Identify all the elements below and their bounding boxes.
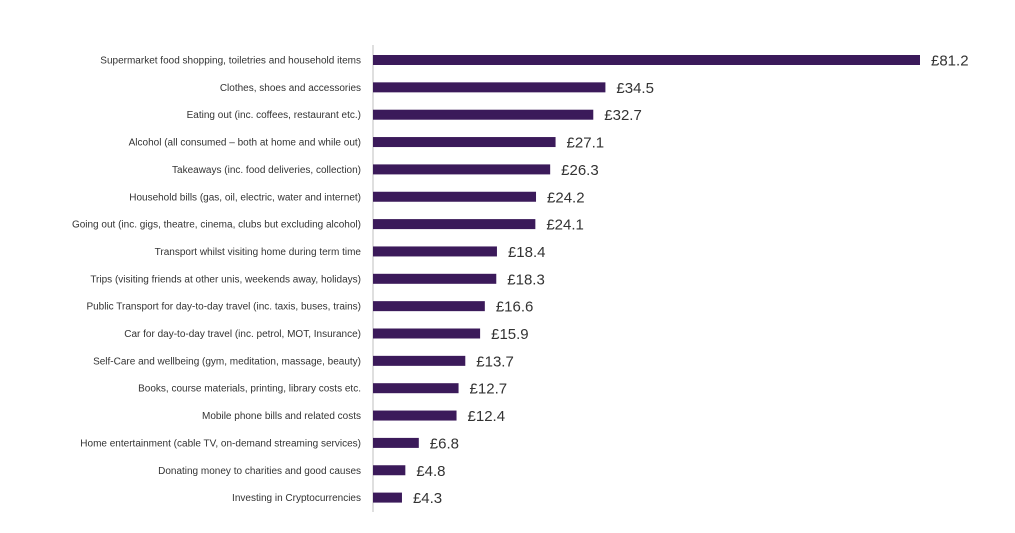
bar — [373, 137, 556, 148]
category-label: Clothes, shoes and accessories — [220, 83, 361, 94]
category-label: Supermarket food shopping, toiletries an… — [100, 56, 361, 67]
data-label: £16.6 — [496, 299, 534, 316]
category-label: Alcohol (all consumed – both at home and… — [129, 138, 361, 149]
bar — [373, 164, 551, 175]
bar — [373, 55, 920, 65]
bar — [373, 219, 536, 230]
bar — [373, 301, 485, 312]
category-label: Donating money to charities and good cau… — [158, 466, 361, 477]
data-label: £81.2 — [931, 53, 969, 70]
category-label: Self-Care and wellbeing (gym, meditation… — [93, 356, 361, 367]
bar — [373, 437, 419, 448]
data-label: £12.7 — [470, 381, 508, 398]
bar-group — [373, 55, 920, 503]
category-label: Mobile phone bills and related costs — [202, 411, 361, 422]
bar — [373, 82, 606, 93]
category-label: Investing in Cryptocurrencies — [232, 493, 361, 504]
data-label: £15.9 — [491, 326, 529, 343]
data-label: £26.3 — [561, 162, 599, 179]
category-label: Household bills (gas, oil, electric, wat… — [129, 192, 361, 203]
category-label: Trips (visiting friends at other unis, w… — [90, 274, 361, 285]
value-label-group: £81.2 £34.5 £32.7 £27.1 £26.3 £24.2 £24.1£18.4… — [413, 53, 969, 508]
data-label: £6.8 — [430, 435, 459, 452]
bar — [373, 465, 406, 476]
data-label: £27.1 — [567, 135, 605, 152]
category-label: Transport whilst visiting home during te… — [155, 247, 362, 258]
category-label: Home entertainment (cable TV, on-demand … — [80, 438, 361, 449]
data-label: £13.7 — [476, 353, 514, 370]
data-label: £24.2 — [547, 189, 585, 206]
data-label: £34.5 — [616, 80, 654, 97]
data-label: £4.3 — [413, 490, 442, 507]
bar — [373, 273, 497, 284]
category-label-group: Supermarket food shopping, toiletries an… — [72, 56, 361, 505]
bar — [373, 355, 466, 366]
bar — [373, 328, 481, 339]
bar — [373, 492, 402, 503]
category-label: Eating out (inc. coffees, restaurant etc… — [187, 110, 361, 121]
data-label: £32.7 — [604, 107, 642, 124]
category-label: Car for day-to-day travel (inc. petrol, … — [124, 329, 361, 340]
data-label: £24.1 — [546, 217, 584, 234]
category-label: Books, course materials, printing, libra… — [138, 384, 361, 395]
bar — [373, 109, 594, 120]
data-label: £12.4 — [468, 408, 506, 425]
category-label: Takeaways (inc. food deliveries, collect… — [172, 165, 361, 176]
data-label: £18.3 — [507, 271, 545, 288]
category-label: Public Transport for day-to-day travel (… — [86, 302, 361, 313]
bar — [373, 246, 497, 257]
data-label: £18.4 — [508, 244, 546, 261]
bar — [373, 191, 537, 202]
bar — [373, 410, 457, 421]
data-label: £4.8 — [416, 463, 445, 480]
category-label: Going out (inc. gigs, theatre, cinema, c… — [72, 220, 361, 231]
bar — [373, 383, 459, 394]
